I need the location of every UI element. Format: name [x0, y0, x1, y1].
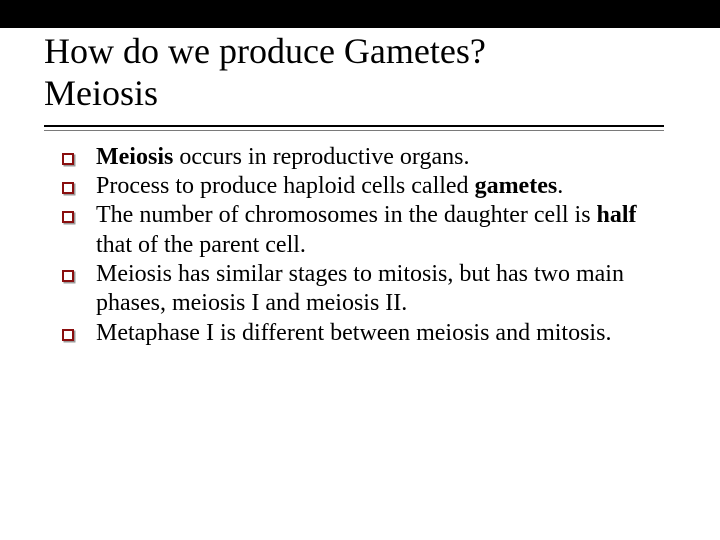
- square-bullet-icon: [62, 211, 74, 223]
- title-underline: [44, 125, 664, 127]
- list-item: The number of chromosomes in the daughte…: [62, 201, 660, 260]
- bullet-text: Process to produce haploid cells called …: [96, 172, 660, 201]
- list-item: Process to produce haploid cells called …: [62, 172, 660, 201]
- top-bar: [0, 0, 720, 28]
- bullet-list: Meiosis occurs in reproductive organs. P…: [62, 143, 660, 348]
- title-line-2: Meiosis: [44, 72, 660, 114]
- square-bullet-icon: [62, 182, 74, 194]
- square-bullet-icon: [62, 270, 74, 282]
- title-line-1: How do we produce Gametes?: [44, 30, 660, 72]
- list-item: Meiosis occurs in reproductive organs.: [62, 143, 660, 172]
- bullet-text: The number of chromosomes in the daughte…: [96, 201, 660, 260]
- bullet-text: Meiosis has similar stages to mitosis, b…: [96, 260, 660, 319]
- slide-body: Meiosis occurs in reproductive organs. P…: [0, 127, 720, 348]
- bullet-text: Meiosis occurs in reproductive organs.: [96, 143, 660, 172]
- list-item: Meiosis has similar stages to mitosis, b…: [62, 260, 660, 319]
- square-bullet-icon: [62, 329, 74, 341]
- slide-title: How do we produce Gametes? Meiosis: [0, 28, 660, 115]
- list-item: Metaphase I is different between meiosis…: [62, 319, 660, 348]
- bullet-text: Metaphase I is different between meiosis…: [96, 319, 660, 348]
- square-bullet-icon: [62, 153, 74, 165]
- slide: How do we produce Gametes? Meiosis Meios…: [0, 0, 720, 540]
